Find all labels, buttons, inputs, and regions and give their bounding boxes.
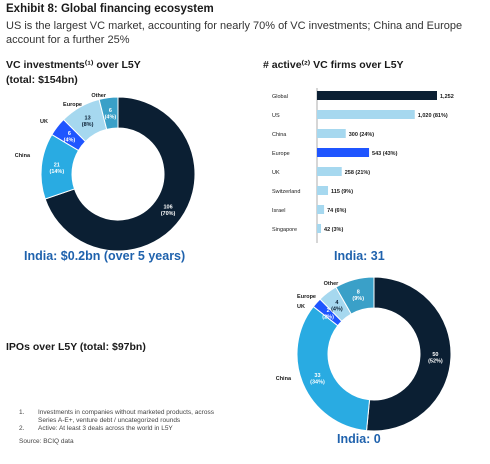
donut-pct-label-europe: (4%)	[331, 306, 343, 312]
donut-pct-label-uk: (4%)	[64, 138, 76, 144]
vc-investments-total: (total: $154bn)	[6, 74, 78, 86]
donut-pct-label-china: (34%)	[310, 380, 325, 386]
donut-category-label-china: China	[15, 153, 31, 159]
ipo-india-note: India: 0	[337, 432, 381, 446]
ipo-title: IPOs over L5Y (total: $97bn)	[6, 341, 146, 353]
donut-slice-us	[44, 96, 196, 252]
bar-category-label-israel: Israel	[272, 208, 285, 214]
footnote-1-number: 1.	[19, 409, 25, 416]
donut-pct-label-us: (70%)	[161, 211, 176, 217]
bar-category-label-europe: Europe	[272, 151, 290, 157]
donut-category-label-europe: Europe	[297, 294, 316, 300]
donut-value-label-other: 8	[357, 290, 360, 296]
ipo-donut: 50(52%) 33(34%) China 2(2%) UK 4(4%) Europe 8(9…	[276, 276, 452, 432]
bar-switzerland	[317, 186, 329, 195]
bar-value-label-uk: 258 (21%)	[345, 170, 371, 176]
bar-category-label-china: China	[272, 132, 287, 138]
exhibit-title: Exhibit 8: Global financing ecosystem	[6, 3, 214, 15]
source-note: Source: BCIQ data	[19, 438, 74, 445]
bar-uk	[317, 167, 342, 176]
vc-investments-donut: 106(70%)21(14%)China6(4%)UK13(8%)Europe6…	[15, 93, 196, 252]
donut-value-label-europe: 4	[335, 300, 339, 306]
donut-pct-label-uk: (2%)	[322, 315, 334, 321]
bar-value-label-singapore: 42 (3%)	[324, 227, 343, 233]
vc-firms-bar-chart: Global 1,252 US 1,020 (81%) China 300 (24%) Eu…	[272, 88, 454, 243]
bar-value-label-us: 1,020 (81%)	[418, 113, 448, 119]
bar-category-label-uk: UK	[272, 170, 280, 176]
donut-category-label-other: Other	[91, 93, 107, 99]
bar-category-label-global: Global	[272, 94, 288, 100]
donut-slice-other	[98, 96, 119, 131]
donut-slice-china	[296, 305, 371, 432]
donut-pct-label-china: (14%)	[49, 169, 64, 175]
donut-slice-us	[365, 276, 452, 432]
footnote-2-number: 2.	[19, 425, 25, 432]
donut-value-label-europe: 13	[85, 116, 91, 122]
bar-europe	[317, 148, 370, 157]
donut-value-label-uk: 2	[327, 308, 330, 314]
bar-singapore	[317, 224, 322, 233]
footnote-2-line1: Active: At least 3 deals across the worl…	[38, 425, 173, 432]
donut-value-label-china: 33	[314, 373, 320, 379]
donut-value-label-us: 50	[432, 352, 438, 358]
exhibit-subtitle: US is the largest VC market, accounting …	[6, 20, 463, 46]
donut-pct-label-other: (4%)	[105, 114, 117, 120]
bar-us	[317, 110, 415, 119]
bar-value-label-israel: 74 (6%)	[327, 208, 346, 214]
bar-israel	[317, 205, 325, 214]
donut-pct-label-europe: (8%)	[82, 122, 94, 128]
bar-category-label-us: US	[272, 113, 280, 119]
vc-investments-india-note: India: $0.2bn (over 5 years)	[24, 249, 186, 263]
donut-pct-label-other: (9%)	[352, 296, 364, 302]
donut-category-label-uk: UK	[297, 304, 305, 310]
donut-value-label-uk: 6	[68, 131, 71, 137]
donut-category-label-europe: Europe	[63, 102, 82, 108]
footnote-1-line2: Series A-E+, venture debt / uncategorize…	[38, 417, 181, 424]
donut-pct-label-us: (52%)	[428, 358, 443, 364]
donut-category-label-china: China	[276, 376, 292, 382]
bar-value-label-europe: 543 (43%)	[372, 151, 398, 157]
vc-firms-title: # active⁽²⁾ VC firms over L5Y	[263, 59, 404, 71]
footnote-1-line1: Investments in companies without markete…	[38, 409, 214, 416]
donut-value-label-other: 6	[109, 108, 112, 114]
donut-category-label-uk: UK	[40, 119, 48, 125]
donut-slice-other	[335, 276, 375, 315]
bar-value-label-switzerland: 115 (9%)	[331, 189, 353, 195]
bar-category-label-switzerland: Switzerland	[272, 189, 300, 195]
bar-value-label-global: 1,252	[440, 94, 454, 100]
vc-investments-title: VC investments⁽¹⁾ over L5Y	[6, 59, 141, 71]
vc-firms-india-note: India: 31	[334, 249, 385, 263]
donut-value-label-china: 21	[54, 163, 60, 169]
donut-value-label-us: 106	[163, 205, 172, 211]
bar-global	[317, 91, 437, 100]
bar-category-label-singapore: Singapore	[272, 227, 297, 233]
bar-value-label-china: 300 (24%)	[349, 132, 375, 138]
donut-category-label-other: Other	[324, 281, 340, 287]
bar-china	[317, 129, 346, 138]
